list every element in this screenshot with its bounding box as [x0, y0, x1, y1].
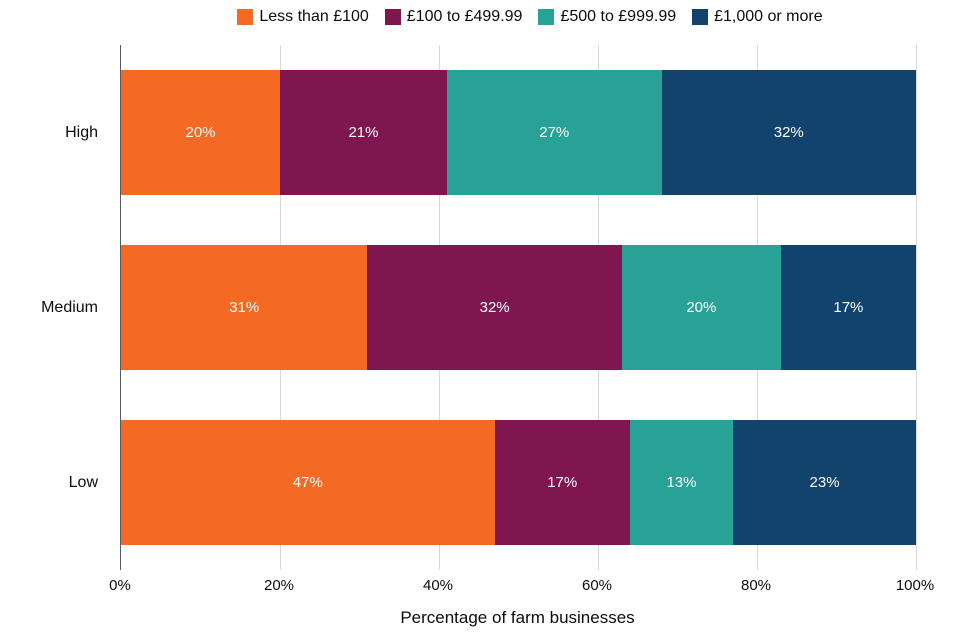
data-label: 47% — [292, 474, 323, 491]
bar-segment: 17% — [494, 420, 630, 545]
bar-segment: 20% — [121, 70, 280, 195]
y-axis-label-low: Low — [68, 473, 98, 491]
y-axis-label-medium: Medium — [41, 298, 98, 316]
bar-segment: 23% — [733, 420, 916, 545]
data-label: 20% — [686, 299, 717, 316]
x-axis-tick: 100% — [895, 577, 935, 594]
x-axis-tick: 20% — [263, 577, 295, 594]
legend-label: £1,000 or more — [714, 8, 823, 25]
data-label: 32% — [773, 124, 804, 141]
data-label: 23% — [809, 474, 840, 491]
legend-swatch-icon — [384, 9, 401, 25]
data-label: 13% — [666, 474, 697, 491]
legend-label: £500 to £999.99 — [560, 8, 677, 25]
bar-segment: 31% — [121, 245, 368, 370]
bar-segment: 47% — [121, 420, 495, 545]
data-label: 17% — [547, 474, 578, 491]
legend-item-2: £500 to £999.99 — [538, 8, 676, 26]
stacked-bar: 47% 17% 13% 23% — [121, 420, 916, 545]
legend-label: Less than £100 — [259, 8, 369, 25]
x-axis-tick: 40% — [422, 577, 454, 594]
bar-row-high: 20% 21% 27% 32% — [121, 45, 916, 220]
bar-row-medium: 31% 32% 20% 17% — [121, 220, 916, 395]
data-label: 21% — [348, 124, 379, 141]
bar-segment: 32% — [367, 245, 622, 370]
bar-segment: 32% — [661, 70, 916, 195]
legend-label: £100 to £499.99 — [406, 8, 523, 25]
data-label: 27% — [539, 124, 570, 141]
bar-segment: 21% — [280, 70, 447, 195]
x-axis-title: Percentage of farm businesses — [400, 608, 635, 627]
plot-area: 20% 21% 27% 32% 31% 32% 20% 17% 47% 17% 13% 23% — [120, 45, 917, 570]
bar-segment: 13% — [629, 420, 734, 545]
data-label: 32% — [479, 299, 510, 316]
stacked-bar: 31% 32% 20% 17% — [121, 245, 916, 370]
legend: Less than £100 £100 to £499.99 £500 to £99… — [110, 8, 950, 26]
legend-swatch-icon — [692, 9, 709, 25]
bar-segment: 27% — [446, 70, 662, 195]
x-axis-tick: 0% — [109, 577, 131, 594]
stacked-bar: 20% 21% 27% 32% — [121, 70, 916, 195]
bar-segment: 20% — [621, 245, 781, 370]
data-label: 20% — [185, 124, 216, 141]
data-label: 31% — [229, 299, 260, 316]
legend-item-0: Less than £100 — [237, 8, 369, 26]
bar-row-low: 47% 17% 13% 23% — [121, 395, 916, 570]
x-axis-tick: 60% — [581, 577, 613, 594]
legend-swatch-icon — [237, 9, 254, 25]
y-axis-label-high: High — [65, 123, 98, 141]
gridline — [916, 45, 917, 570]
legend-item-1: £100 to £499.99 — [384, 8, 523, 26]
x-axis-tick: 80% — [740, 577, 772, 594]
legend-item-3: £1,000 or more — [692, 8, 823, 26]
bar-segment: 17% — [780, 245, 916, 370]
legend-swatch-icon — [538, 9, 555, 25]
data-label: 17% — [833, 299, 864, 316]
